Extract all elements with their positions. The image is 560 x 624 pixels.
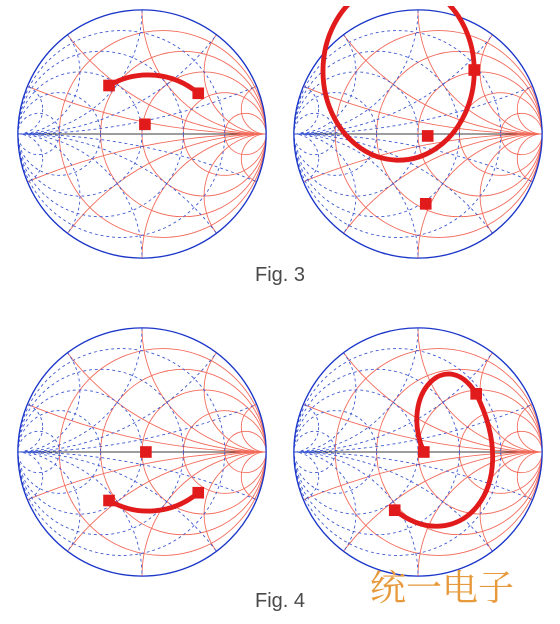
impedance-trace bbox=[109, 75, 198, 93]
caption-fig3: Fig. 3 bbox=[0, 264, 560, 287]
page: Fig. 3 Fig. 4 统一电子 bbox=[0, 0, 560, 624]
impedance-trace bbox=[323, 6, 474, 160]
trace-marker bbox=[468, 64, 480, 76]
trace-marker bbox=[422, 130, 434, 142]
smith-chart-fig4-left bbox=[14, 324, 270, 580]
trace-marker bbox=[103, 80, 115, 92]
trace-marker bbox=[192, 87, 204, 99]
smith-chart-fig4-right bbox=[290, 324, 546, 580]
trace-marker bbox=[140, 446, 152, 458]
impedance-trace bbox=[109, 493, 198, 511]
trace-marker bbox=[389, 504, 401, 516]
trace-marker bbox=[139, 118, 151, 130]
trace-marker bbox=[470, 388, 482, 400]
trace-marker bbox=[103, 495, 115, 507]
smith-chart-fig3-right bbox=[290, 6, 546, 262]
smith-chart-fig3-left bbox=[14, 6, 270, 262]
caption-fig4: Fig. 4 bbox=[0, 590, 560, 613]
trace-marker bbox=[420, 198, 432, 210]
trace-marker bbox=[418, 446, 430, 458]
trace-marker bbox=[192, 487, 204, 499]
